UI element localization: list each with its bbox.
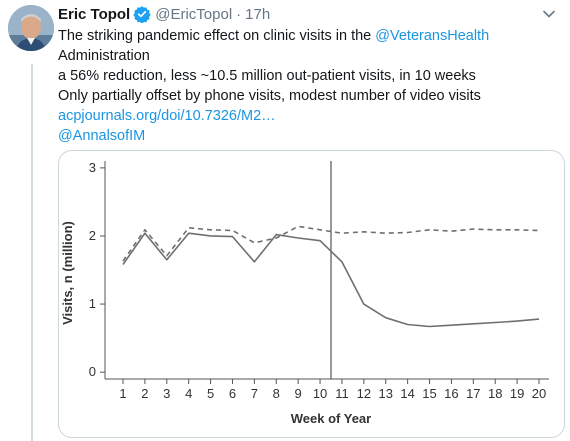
x-tick-label: 20: [532, 386, 546, 401]
x-tick-label: 1: [119, 386, 126, 401]
x-tick-label: 19: [510, 386, 524, 401]
thread-line: [31, 64, 33, 441]
avatar-photo: [8, 5, 54, 51]
y-tick-label: 0: [89, 364, 96, 379]
x-tick-label: 12: [357, 386, 371, 401]
x-tick-label: 15: [422, 386, 436, 401]
x-tick-label: 17: [466, 386, 480, 401]
tweet-text: The striking pandemic effect on clinic v…: [58, 26, 558, 146]
x-tick-label: 4: [185, 386, 192, 401]
tweet-text-line-2: Administration: [58, 48, 150, 64]
verified-badge-icon: [133, 5, 151, 23]
tweet-header: Eric Topol @EricTopol · 17h: [58, 3, 558, 25]
tweet-timestamp[interactable]: 17h: [245, 5, 271, 23]
x-tick-label: 16: [444, 386, 458, 401]
x-axis-label: Week of Year: [291, 411, 371, 426]
y-tick-label: 1: [89, 296, 96, 311]
x-tick-label: 14: [400, 386, 414, 401]
x-tick-label: 18: [488, 386, 502, 401]
x-tick-label: 5: [207, 386, 214, 401]
x-tick-label: 8: [273, 386, 280, 401]
x-tick-label: 3: [163, 386, 170, 401]
x-tick-label: 13: [379, 386, 393, 401]
tweet-media-chart[interactable]: 0 1 2 3 1 2 3 4 5 6 7 8 9 10 11 12 13 14 15 16 17 18 19 20 Week…: [58, 150, 565, 438]
y-axis-label: Visits, n (million): [60, 221, 75, 325]
series-line-solid: [122, 232, 540, 328]
x-tick-label: 9: [295, 386, 302, 401]
avatar[interactable]: [8, 5, 54, 51]
author-name[interactable]: Eric Topol: [58, 5, 131, 23]
tweet-text-line-4: Only partially offset by phone visits, m…: [58, 88, 481, 104]
separator-dot: ·: [236, 5, 242, 23]
y-tick-label: 2: [89, 228, 96, 243]
tweet-text-line-3: a 56% reduction, less ~10.5 million out-…: [58, 68, 476, 84]
mention-veteranshealth[interactable]: @VeteransHealth: [375, 28, 490, 44]
x-tick-label: 10: [313, 386, 327, 401]
x-tick-label: 2: [141, 386, 148, 401]
tweet-line-1: The striking pandemic effect on clinic v…: [58, 26, 558, 46]
x-tick-label: 6: [229, 386, 236, 401]
article-link[interactable]: acpjournals.org/doi/10.7326/M2…: [58, 108, 276, 124]
x-tick-label: 7: [251, 386, 258, 401]
author-handle[interactable]: @EricTopol: [155, 5, 233, 23]
chevron-down-icon[interactable]: [540, 5, 558, 23]
tweet-text-line-1: The striking pandemic effect on clinic v…: [58, 28, 376, 44]
y-tick-label: 3: [89, 160, 96, 175]
x-tick-label: 11: [335, 386, 349, 401]
series-line-dashed: [122, 225, 540, 262]
mention-annalsofim[interactable]: @AnnalsofIM: [58, 128, 146, 144]
